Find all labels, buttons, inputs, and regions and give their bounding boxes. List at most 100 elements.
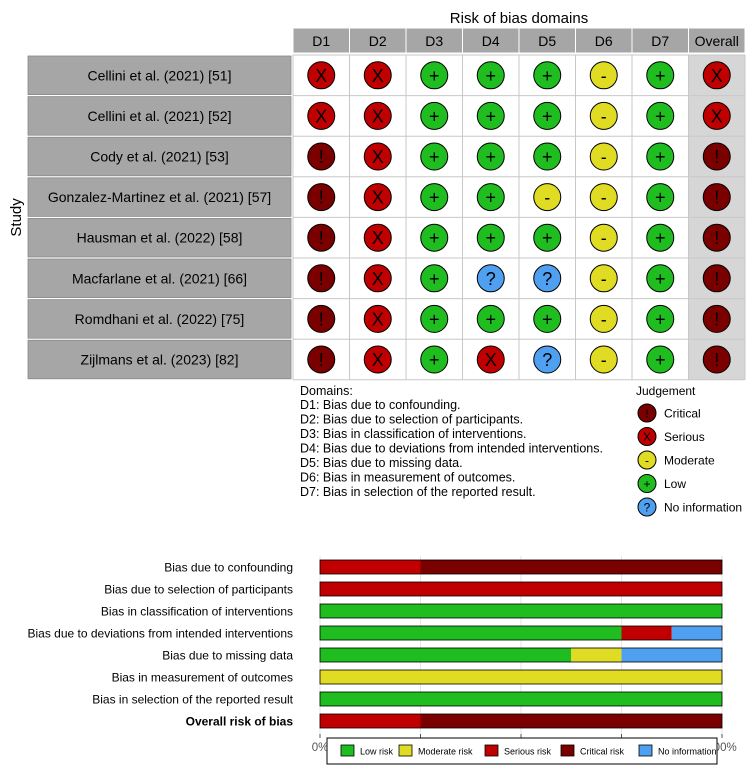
critical-symbol: ! bbox=[714, 228, 719, 248]
domain-definition: D6: Bias in measurement of outcomes. bbox=[300, 471, 515, 485]
no_information-symbol: ? bbox=[644, 500, 651, 514]
judgement-legend-label: Critical bbox=[664, 407, 701, 421]
study-axis-label: Study bbox=[8, 198, 25, 237]
judgement-cell: ! bbox=[307, 345, 336, 374]
low-dot bbox=[476, 101, 505, 130]
no_information-dot bbox=[476, 264, 505, 293]
critical-symbol: ! bbox=[319, 309, 324, 329]
serious-symbol: X bbox=[315, 106, 327, 126]
serious-dot bbox=[363, 61, 392, 90]
judgement-cell: + bbox=[533, 142, 562, 171]
judgement-cell: + bbox=[476, 304, 505, 333]
judgement-cell: + bbox=[646, 101, 675, 130]
moderate-dot bbox=[589, 223, 618, 252]
serious-symbol: X bbox=[315, 66, 327, 86]
low-symbol: + bbox=[485, 106, 496, 126]
serious-dot bbox=[702, 101, 731, 130]
judgement-cell: + bbox=[476, 61, 505, 90]
judgement-cell: + bbox=[533, 101, 562, 130]
judgement-cell: ! bbox=[307, 304, 336, 333]
low-dot bbox=[420, 264, 449, 293]
judgement-cell: - bbox=[589, 304, 618, 333]
judgement-legend-label: Low bbox=[664, 477, 686, 491]
legend-swatch bbox=[340, 744, 355, 757]
serious-symbol: X bbox=[372, 228, 384, 248]
critical-dot bbox=[307, 183, 336, 212]
low-symbol: + bbox=[485, 66, 496, 86]
serious-symbol: X bbox=[643, 430, 651, 444]
moderate-dot bbox=[589, 61, 618, 90]
low-symbol: + bbox=[655, 309, 666, 329]
summary-bar-segment bbox=[320, 582, 722, 596]
domain-definition: D5: Bias due to missing data. bbox=[300, 456, 463, 470]
critical-symbol: ! bbox=[645, 406, 648, 420]
judgement-cell: ! bbox=[702, 223, 731, 252]
column-header-label: D3 bbox=[425, 33, 443, 49]
low-symbol: + bbox=[542, 147, 553, 167]
critical-symbol: ! bbox=[319, 147, 324, 167]
judgement-cell: X bbox=[702, 101, 731, 130]
summary-bar-outline bbox=[319, 669, 723, 685]
no_information-dot bbox=[533, 345, 562, 374]
critical-dot bbox=[637, 403, 657, 423]
judgement-cell: ? bbox=[476, 264, 505, 293]
summary-bar-outline bbox=[319, 713, 723, 729]
judgement-cell: - bbox=[589, 345, 618, 374]
judgement-cell: + bbox=[646, 142, 675, 171]
low-symbol: + bbox=[485, 228, 496, 248]
serious-dot bbox=[307, 101, 336, 130]
low-symbol: + bbox=[429, 309, 440, 329]
low-dot bbox=[646, 223, 675, 252]
moderate-symbol: - bbox=[601, 309, 607, 329]
low-dot bbox=[646, 183, 675, 212]
judgement-cell: + bbox=[476, 101, 505, 130]
judgement-cell: + bbox=[476, 142, 505, 171]
domains-heading: Domains: bbox=[300, 384, 353, 398]
low-symbol: + bbox=[485, 147, 496, 167]
summary-category-label: Bias in measurement of outcomes bbox=[112, 671, 293, 685]
critical-symbol: ! bbox=[714, 269, 719, 289]
judgement-cell: - bbox=[589, 223, 618, 252]
low-symbol: + bbox=[655, 228, 666, 248]
judgement-cell: ! bbox=[702, 142, 731, 171]
critical-symbol: ! bbox=[714, 309, 719, 329]
low-dot bbox=[533, 223, 562, 252]
moderate-dot bbox=[589, 345, 618, 374]
low-dot bbox=[646, 101, 675, 130]
judgement-cell: ! bbox=[702, 183, 731, 212]
moderate-dot bbox=[637, 450, 657, 470]
column-header-d4 bbox=[462, 27, 520, 54]
domain-definition: D4: Bias due to deviations from intended… bbox=[300, 442, 603, 456]
judgement-cell: - bbox=[589, 264, 618, 293]
critical-dot bbox=[307, 264, 336, 293]
judgement-cell: X bbox=[363, 142, 392, 171]
moderate-symbol: - bbox=[645, 453, 649, 467]
serious-symbol: X bbox=[711, 66, 723, 86]
serious-dot bbox=[363, 264, 392, 293]
summary-bar-segment bbox=[420, 714, 722, 728]
judgement-cell: + bbox=[420, 61, 449, 90]
study-row-bg bbox=[27, 217, 292, 258]
study-row-bg bbox=[27, 96, 292, 136]
legend-label: Moderate risk bbox=[418, 747, 473, 757]
column-header-label: D2 bbox=[369, 33, 387, 49]
judgement-legend-title: Judgement bbox=[636, 384, 696, 398]
critical-dot bbox=[702, 304, 731, 333]
no_information-dot bbox=[533, 264, 562, 293]
column-header-d1 bbox=[292, 27, 350, 54]
judgement-cell: + bbox=[420, 304, 449, 333]
summary-bar-segment bbox=[320, 560, 421, 574]
moderate-symbol: - bbox=[544, 188, 550, 208]
legend-swatch bbox=[484, 744, 499, 757]
critical-symbol: ! bbox=[714, 350, 719, 370]
summary-bar-outline bbox=[319, 647, 723, 663]
study-label: Zijlmans et al. (2023) [82] bbox=[81, 352, 239, 368]
study-row-bg bbox=[27, 258, 292, 298]
critical-symbol: ! bbox=[714, 188, 719, 208]
summary-category-label: Bias in classification of interventions bbox=[101, 605, 293, 619]
judgement-cell: ! bbox=[307, 142, 336, 171]
judgement-cell: + bbox=[533, 61, 562, 90]
judgement-cell: X bbox=[363, 61, 392, 90]
serious-symbol: X bbox=[372, 106, 384, 126]
study-row-bg bbox=[27, 55, 292, 95]
